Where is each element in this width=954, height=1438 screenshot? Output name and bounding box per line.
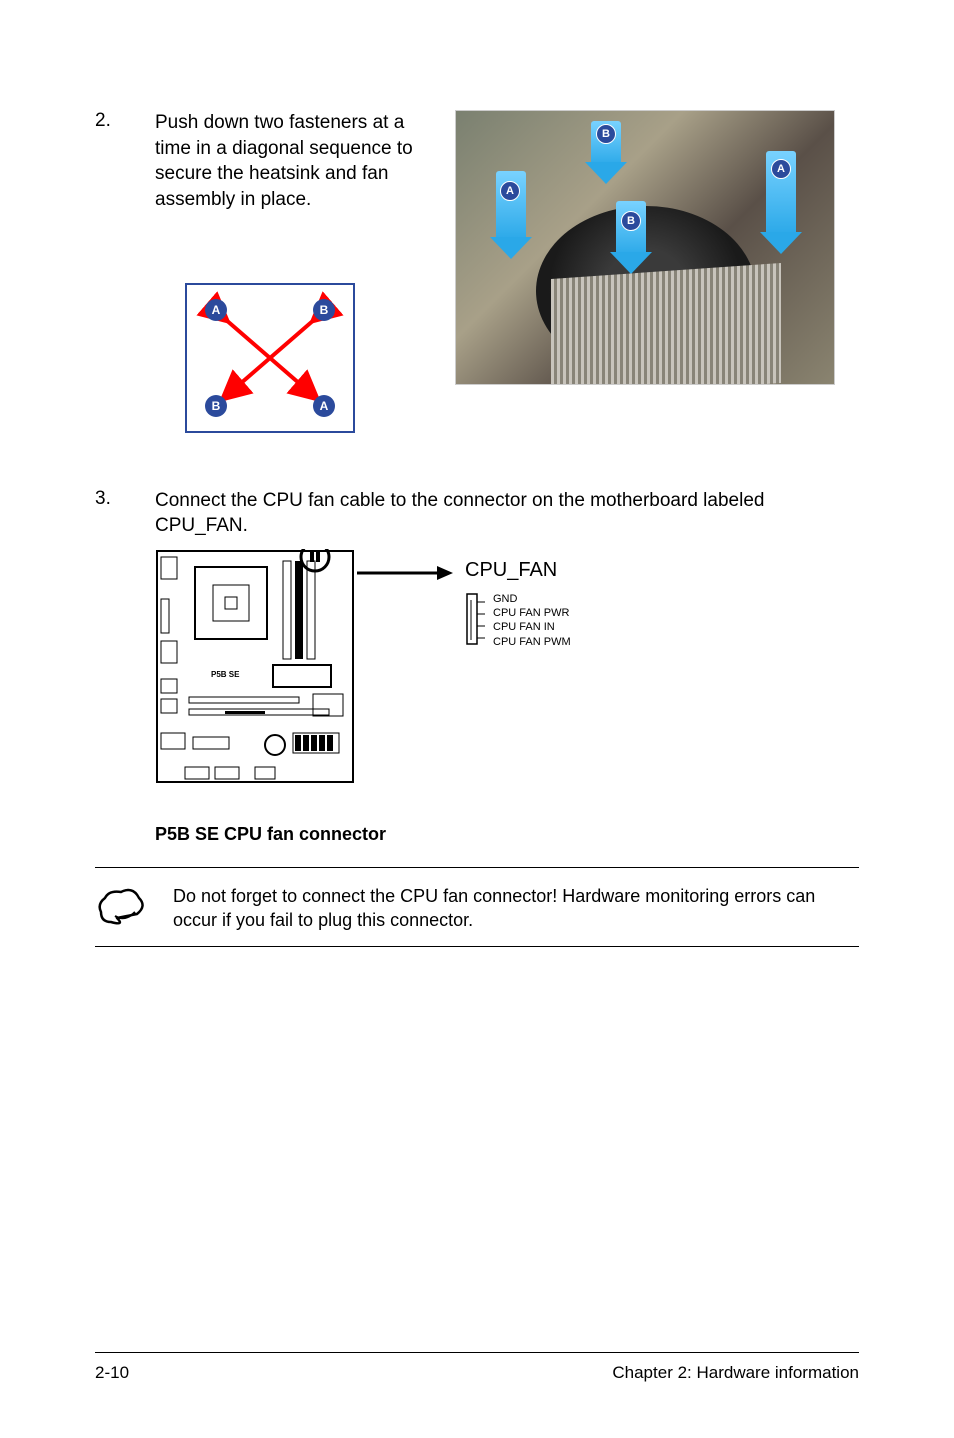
pin-2: CPU FAN IN (493, 620, 571, 634)
step-3-body: Connect the CPU fan cable to the connect… (155, 488, 859, 784)
page-footer: 2-10 Chapter 2: Hardware information (95, 1352, 859, 1383)
connector-name: CPU_FAN (465, 557, 571, 584)
step-2-left: 2. Push down two fasteners at a time in … (95, 110, 445, 433)
step-2-text: Push down two fasteners at a time in a d… (155, 110, 445, 213)
pin-3: CPU FAN PWM (493, 635, 571, 649)
note-icon (95, 882, 147, 931)
step-2: 2. Push down two fasteners at a time in … (95, 110, 445, 243)
motherboard-diagram-section: P5B SE (155, 549, 859, 784)
photo-label-a2: A (771, 159, 791, 179)
step-2-number: 2. (95, 110, 125, 243)
note-box: Do not forget to connect the CPU fan con… (95, 867, 859, 948)
step-3-text: Connect the CPU fan cable to the connect… (155, 488, 859, 539)
pin-label-list: GND CPU FAN PWR CPU FAN IN CPU FAN PWM (493, 592, 571, 649)
fastener-sequence-diagram: A B B A (185, 283, 355, 433)
diagram-corner-br: A (313, 395, 335, 417)
step-3: 3. Connect the CPU fan cable to the conn… (95, 488, 859, 784)
photo-label-b2: B (621, 211, 641, 231)
photo-label-a1: A (500, 181, 520, 201)
connector-arrow-svg (357, 559, 457, 587)
diagram-caption: P5B SE CPU fan connector (155, 824, 859, 845)
pin-bracket-svg (465, 592, 487, 646)
board-label-text: P5B SE (211, 670, 240, 679)
diagram-corner-tl: A (205, 299, 227, 321)
footer-page-number: 2-10 (95, 1363, 129, 1383)
heatsink-photo: A B B A (455, 110, 835, 385)
pin-0: GND (493, 592, 571, 606)
pin-labels: GND CPU FAN PWR CPU FAN IN CPU FAN PWM (465, 592, 571, 649)
pin-1: CPU FAN PWR (493, 606, 571, 620)
connector-detail: CPU_FAN GND CPU FAN PWR CPU FAN IN (425, 549, 571, 649)
footer-chapter: Chapter 2: Hardware information (612, 1363, 859, 1383)
note-text: Do not forget to connect the CPU fan con… (173, 882, 859, 933)
photo-label-b1: B (596, 124, 616, 144)
diagram-corner-bl: B (205, 395, 227, 417)
diagram-corner-tr: B (313, 299, 335, 321)
motherboard-svg: P5B SE (155, 549, 355, 784)
step-2-row: 2. Push down two fasteners at a time in … (95, 110, 859, 433)
step-3-number: 3. (95, 488, 125, 784)
